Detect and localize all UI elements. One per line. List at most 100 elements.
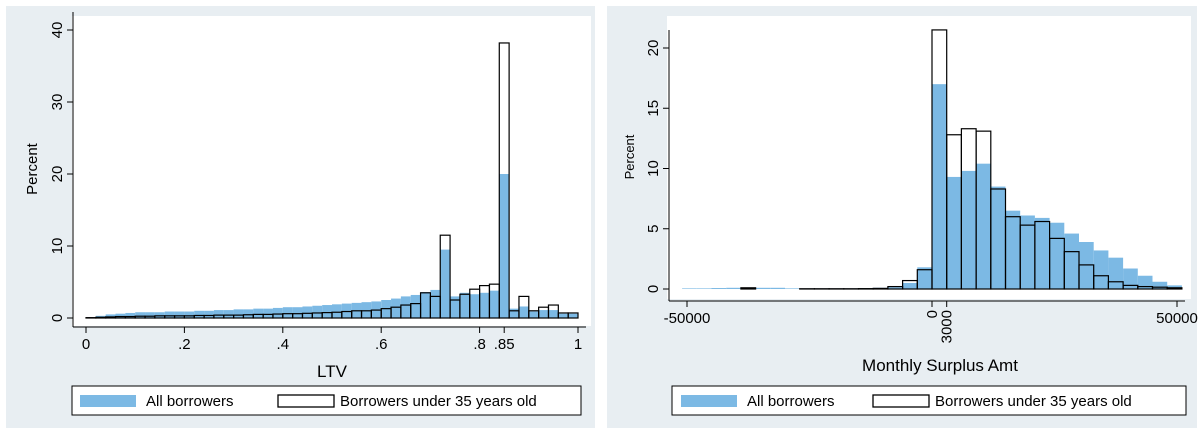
legend-label-young-surplus: Borrowers under 35 years old <box>935 393 1132 410</box>
ltv-bar-all <box>509 309 519 318</box>
surplus-bar-all <box>1079 242 1094 289</box>
ltv-bar-all <box>234 309 244 318</box>
ltv-bar-all <box>548 310 558 318</box>
legend-swatch-young-ltv <box>278 395 334 407</box>
ltv-bar-all <box>558 314 568 318</box>
ltv-x-tick-label: .4 <box>277 336 290 353</box>
ltv-bar-all <box>283 307 293 318</box>
surplus-bar-all <box>712 288 727 289</box>
ltv-bar-all <box>332 304 342 318</box>
surplus-x-tick-label: -50000 <box>664 310 711 327</box>
surplus-bar-all <box>726 288 741 289</box>
ltv-bar-all <box>116 314 126 318</box>
surplus-bar-all <box>697 288 712 289</box>
surplus-x-tick-label: 3000 <box>939 310 956 343</box>
ltv-bar-all <box>421 292 431 318</box>
surplus-bar-all <box>903 283 918 289</box>
ltv-bar-all <box>243 309 253 318</box>
ltv-y-tick-label: 40 <box>49 22 66 39</box>
surplus-bar-all <box>1153 282 1168 289</box>
ltv-bar-all <box>145 312 155 318</box>
ltv-bar-all <box>184 312 194 318</box>
ltv-bar-all <box>539 310 549 318</box>
surplus-bar-all <box>917 267 932 289</box>
ltv-x-tick-label: 1 <box>574 336 582 353</box>
surplus-bar-all <box>785 288 800 289</box>
ltv-bar-all <box>499 174 509 318</box>
ltv-y-tick-label: 30 <box>49 94 66 111</box>
ltv-x-tick-label: .6 <box>375 336 388 353</box>
ylabel-surplus: Percent <box>622 134 637 179</box>
surplus-y-tick-label: 0 <box>645 285 662 293</box>
legend-ltv: All borrowers Borrowers under 35 years o… <box>72 386 581 415</box>
ltv-y-tick-label: 0 <box>49 314 66 322</box>
surplus-bar-all <box>991 187 1006 289</box>
ltv-y-tick-label: 20 <box>49 166 66 183</box>
surplus-y-tick-label: 5 <box>645 225 662 233</box>
ltv-bar-all <box>293 307 303 318</box>
legend-swatch-all-surplus <box>681 395 737 407</box>
xlabel-surplus: Monthly Surplus Amt <box>862 356 1018 375</box>
ltv-bar-all <box>312 306 322 318</box>
surplus-y-tick-label: 20 <box>645 40 662 57</box>
ltv-bar-all <box>125 313 135 318</box>
surplus-bar-all <box>1108 258 1123 289</box>
surplus-bar-all <box>682 288 697 289</box>
ltv-bar-all <box>135 312 145 318</box>
surplus-bar-all <box>1094 250 1109 289</box>
ltv-bar-all <box>214 310 224 318</box>
ltv-bar-all <box>342 304 352 318</box>
plot-area-ltv <box>72 16 591 326</box>
ltv-bar-all <box>480 293 490 318</box>
ltv-bar-all <box>440 250 450 318</box>
ltv-bar-all <box>568 314 578 318</box>
surplus-bar-all <box>1064 234 1079 289</box>
surplus-bar-all <box>932 84 947 289</box>
ltv-bar-all <box>175 312 185 318</box>
ltv-bar-all <box>362 302 372 318</box>
surplus-y-tick-label: 15 <box>645 100 662 117</box>
ltv-x-tick-label: 0 <box>82 336 90 353</box>
ltv-x-tick-label: .2 <box>178 336 191 353</box>
plot-area-surplus <box>667 16 1191 299</box>
surplus-bar-all <box>770 288 785 289</box>
ltv-bar-all <box>401 296 411 318</box>
surplus-bar-all <box>1020 215 1035 289</box>
ltv-bar-all <box>460 293 470 318</box>
ylabel-ltv: Percent <box>24 142 41 195</box>
ltv-y-tick-label: 10 <box>49 238 66 255</box>
legend-label-young-ltv: Borrowers under 35 years old <box>340 393 537 410</box>
surplus-x-tick-label: 50000 <box>1156 310 1198 327</box>
surplus-bar-all <box>976 164 991 289</box>
ltv-bar-all <box>224 310 234 318</box>
surplus-bar-all <box>1006 211 1021 289</box>
ltv-bar-all <box>529 312 539 318</box>
ltv-bar-all <box>489 291 499 318</box>
surplus-y-tick-label: 10 <box>645 160 662 177</box>
legend-swatch-all-ltv <box>80 395 136 407</box>
ltv-bar-all <box>165 312 175 318</box>
ltv-bar-all <box>302 306 312 318</box>
ltv-bar-all <box>411 295 421 318</box>
ltv-bar-all <box>273 308 283 318</box>
ltv-bar-all <box>519 306 529 318</box>
ltv-bar-all <box>194 311 204 318</box>
ltv-bar-all <box>430 290 440 318</box>
legend-label-all-ltv: All borrowers <box>146 393 234 410</box>
ltv-bar-all <box>263 309 273 318</box>
surplus-bar-all <box>756 288 771 289</box>
ltv-bar-all <box>155 312 165 318</box>
ltv-bar-all <box>322 305 332 318</box>
legend-label-all-surplus: All borrowers <box>747 393 835 410</box>
ltv-x-tick-label: .85 <box>494 336 515 353</box>
ltv-bar-all <box>253 309 263 318</box>
ltv-bar-all <box>204 311 214 318</box>
ltv-x-tick-label: .8 <box>473 336 486 353</box>
ltv-bar-all <box>391 299 401 318</box>
surplus-bar-young <box>873 288 888 289</box>
legend-surplus: All borrowers Borrowers under 35 years o… <box>672 386 1186 415</box>
surplus-bar-all <box>961 171 976 289</box>
